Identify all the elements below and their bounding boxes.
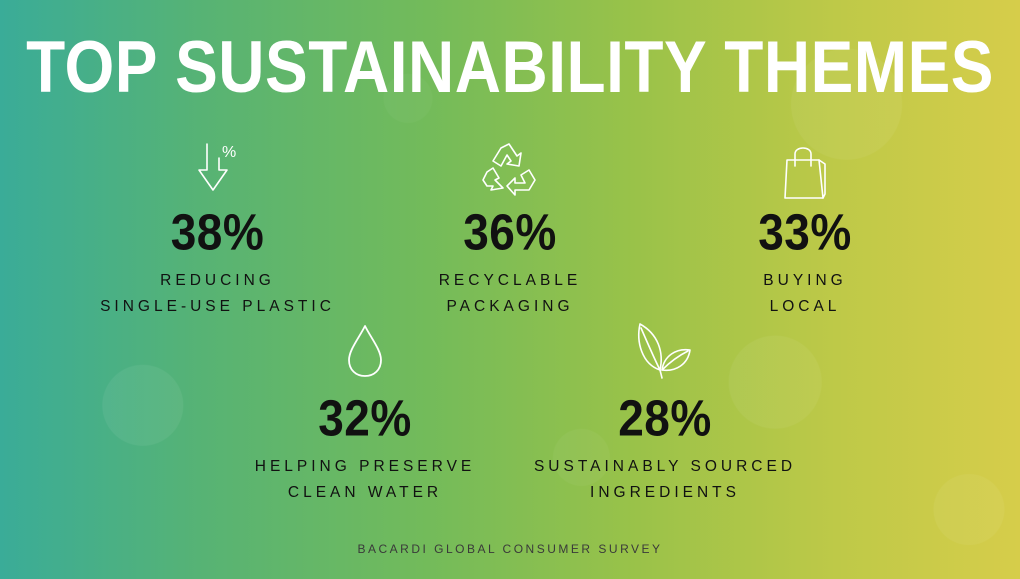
stat-label-line: SINGLE-USE PLASTIC xyxy=(100,298,335,315)
svg-text:%: % xyxy=(222,144,236,161)
source-footer: BACARDI GLOBAL CONSUMER SURVEY xyxy=(357,542,663,556)
stat-sustainable-ingredients: 28% SUSTAINABLY SOURCED INGREDIENTS xyxy=(510,320,820,506)
stat-value: 28% xyxy=(618,389,712,447)
stat-label-line: SUSTAINABLY SOURCED xyxy=(533,458,797,475)
stat-label-line: RECYCLABLE xyxy=(438,272,582,289)
stat-value: 38% xyxy=(170,203,265,261)
water-drop-icon xyxy=(235,320,495,388)
stat-value: 32% xyxy=(318,389,412,447)
stat-label-line: REDUCING xyxy=(160,272,275,289)
stat-label-line: CLEAN WATER xyxy=(287,484,443,501)
recycle-icon xyxy=(385,140,635,202)
leaves-icon xyxy=(510,320,820,388)
percent-down-arrow-icon: % xyxy=(80,140,355,202)
shopping-bag-icon xyxy=(700,140,910,202)
stat-label-line: LOCAL xyxy=(769,298,841,315)
stat-label-line: INGREDIENTS xyxy=(590,484,740,501)
stat-label-line: HELPING PRESERVE xyxy=(254,458,476,475)
page-title: TOP SUSTAINABILITY THEMES xyxy=(26,25,994,109)
stat-recyclable-packaging: 36% RECYCLABLE PACKAGING xyxy=(385,140,635,320)
stat-reducing-plastic: % 38% REDUCING SINGLE-USE PLASTIC xyxy=(80,140,355,320)
stat-label-line: PACKAGING xyxy=(446,298,574,315)
stat-label-line: BUYING xyxy=(763,272,847,289)
stat-value: 33% xyxy=(758,203,852,261)
stat-buying-local: 33% BUYING LOCAL xyxy=(700,140,910,320)
stat-clean-water: 32% HELPING PRESERVE CLEAN WATER xyxy=(235,320,495,506)
stat-value: 36% xyxy=(463,203,557,261)
